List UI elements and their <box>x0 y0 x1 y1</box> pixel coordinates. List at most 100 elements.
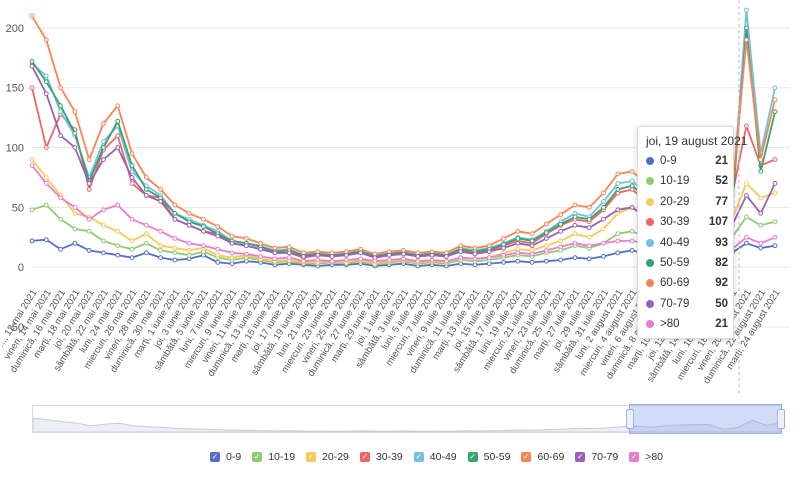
data-point <box>401 256 406 262</box>
data-point <box>558 257 564 263</box>
data-point <box>43 79 49 85</box>
data-point <box>772 234 778 240</box>
data-point <box>143 231 149 237</box>
data-point <box>429 257 435 263</box>
data-point <box>43 237 49 243</box>
data-point <box>215 252 221 258</box>
data-point <box>43 91 49 97</box>
data-point <box>286 250 292 256</box>
data-point <box>515 236 521 241</box>
data-point <box>372 258 378 264</box>
legend-checkbox-icon[interactable]: ✓ <box>306 452 317 462</box>
data-point <box>215 246 221 252</box>
data-point <box>229 250 235 256</box>
legend-checkbox-icon[interactable]: ✓ <box>467 452 478 462</box>
legend-checkbox-icon[interactable]: ✓ <box>210 452 220 462</box>
legend-checkbox-icon[interactable]: ✓ <box>252 452 263 462</box>
data-point <box>515 228 521 234</box>
legend-item[interactable]: ✓ 60-69 <box>521 451 564 463</box>
y-tick-label: 100 <box>6 143 24 155</box>
data-point <box>543 230 549 235</box>
data-point <box>772 109 778 115</box>
data-point <box>515 240 521 246</box>
data-point <box>229 255 235 261</box>
data-point <box>329 258 335 264</box>
zoom-handle-right[interactable] <box>777 409 785 429</box>
data-point <box>472 245 478 251</box>
tooltip-row: 70-79 50 <box>646 296 728 312</box>
data-point <box>543 236 549 241</box>
tooltip-series-name: 40-49 <box>660 236 690 249</box>
data-point <box>744 7 749 13</box>
data-point <box>143 222 149 228</box>
data-point <box>615 207 621 213</box>
legend: ✓ 0-9 ✓ 10-19 ✓ 20-29 ✓ 30-39 ✓ 40-49 ✓ 50-59 ✓ 60-69… <box>210 451 663 463</box>
data-point <box>72 240 78 246</box>
data-point <box>201 216 206 222</box>
legend-item[interactable]: ✓ >80 <box>629 451 663 463</box>
series-dot-icon <box>646 197 654 206</box>
data-point <box>501 236 506 241</box>
data-point <box>501 245 506 251</box>
data-point <box>615 250 621 256</box>
data-point <box>272 256 278 262</box>
tooltip-series-name: 0-9 <box>660 155 677 167</box>
zoom-slider[interactable] <box>32 404 785 434</box>
data-point <box>115 133 121 138</box>
series-dot-icon <box>646 320 654 329</box>
data-point <box>86 157 92 162</box>
y-tick-label: 0 <box>18 262 24 274</box>
data-point <box>601 190 606 196</box>
legend-checkbox-icon[interactable]: ✓ <box>413 452 424 462</box>
data-point <box>58 85 63 91</box>
legend-item[interactable]: ✓ 40-49 <box>413 451 457 463</box>
data-point <box>129 181 135 186</box>
data-point <box>158 187 163 192</box>
data-point <box>243 236 249 241</box>
data-point <box>29 59 35 64</box>
data-point <box>58 103 63 109</box>
tooltip-row: 30-39 107 <box>646 214 728 230</box>
legend-item[interactable]: ✓ 10-19 <box>252 451 295 463</box>
tooltip-value: 77 <box>715 195 728 208</box>
data-point <box>601 198 606 204</box>
data-point <box>58 246 63 252</box>
legend-checkbox-icon[interactable]: ✓ <box>575 452 586 462</box>
legend-item[interactable]: ✓ 20-29 <box>306 451 349 463</box>
legend-checkbox-icon[interactable]: ✓ <box>521 452 532 462</box>
data-point <box>158 248 163 253</box>
data-point <box>72 210 78 216</box>
tooltip-row: 40-49 93 <box>646 235 728 251</box>
data-point <box>772 181 778 186</box>
data-point <box>758 245 764 251</box>
zoom-selection[interactable] <box>626 404 785 434</box>
data-point <box>443 258 449 264</box>
data-point <box>472 251 478 257</box>
data-point <box>458 249 464 255</box>
legend-item[interactable]: ✓ 50-59 <box>467 451 510 463</box>
data-point <box>129 246 135 252</box>
legend-item[interactable]: ✓ 0-9 <box>210 451 241 463</box>
data-point <box>501 252 506 258</box>
data-point <box>744 25 749 31</box>
data-point <box>129 238 135 244</box>
legend-checkbox-icon[interactable]: ✓ <box>359 452 370 462</box>
legend-item[interactable]: ✓ 70-79 <box>575 451 618 463</box>
data-point <box>43 181 49 186</box>
data-point <box>415 258 421 264</box>
legend-checkbox-icon[interactable]: ✓ <box>629 452 640 462</box>
zoom-handle-left[interactable] <box>626 409 634 429</box>
data-point <box>744 193 749 198</box>
data-point <box>558 228 564 234</box>
tooltip-series-name: 50-59 <box>660 257 690 269</box>
data-point <box>472 256 478 262</box>
data-point <box>29 63 35 69</box>
data-point <box>772 243 778 249</box>
data-point <box>543 221 549 227</box>
legend-item[interactable]: ✓ 30-39 <box>359 451 403 463</box>
data-point <box>758 169 764 174</box>
data-point <box>86 181 92 186</box>
data-point <box>201 228 206 234</box>
data-point <box>558 244 564 250</box>
